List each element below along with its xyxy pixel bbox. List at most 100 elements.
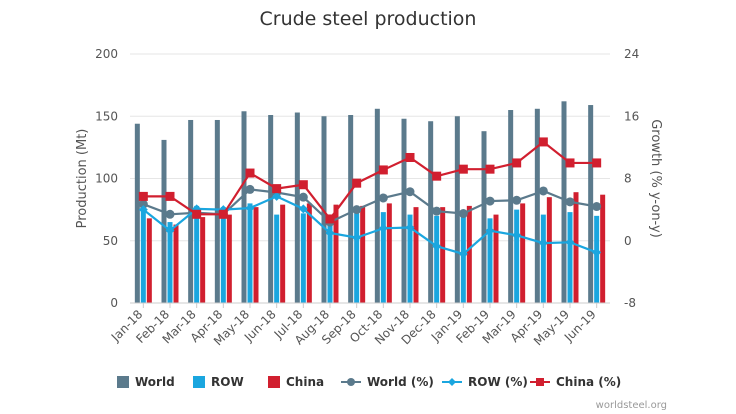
- line-row: [142, 195, 598, 256]
- point-china-15: [538, 137, 548, 147]
- bar-world-9: [374, 108, 380, 303]
- bar-row-11: [434, 215, 440, 303]
- line-china: [143, 140, 597, 221]
- bar-china-4: [253, 207, 259, 303]
- bar-world-5: [268, 115, 274, 303]
- point-row-11: [432, 241, 442, 251]
- bar-china-13: [493, 214, 499, 303]
- bar-china-12: [466, 205, 472, 303]
- bar-china-15: [546, 197, 552, 303]
- y2-tick-label: 0: [624, 234, 632, 248]
- point-china-10: [405, 152, 415, 162]
- bar-row-0: [140, 208, 146, 303]
- bar-row-3: [220, 207, 226, 303]
- point-row-10: [405, 223, 415, 233]
- point-world-4: [245, 184, 255, 194]
- legend-label: World: [135, 375, 175, 389]
- legend-marker: [536, 378, 544, 386]
- bar-world-12: [454, 116, 460, 303]
- legend-item-row: ROW: [193, 375, 244, 389]
- bar-china-8: [360, 205, 366, 303]
- bar-china-2: [200, 217, 206, 303]
- credit-text: worldsteel.org: [596, 400, 667, 411]
- point-world-11: [432, 206, 442, 216]
- bar-row-10: [407, 214, 413, 303]
- point-row-17: [592, 247, 602, 257]
- point-row-16: [565, 237, 575, 247]
- point-china-5: [272, 184, 282, 194]
- y2-tick-label: -8: [624, 296, 636, 310]
- bar-row-2: [194, 205, 200, 303]
- bar-china-0: [146, 218, 152, 303]
- y-tick-label: 200: [95, 47, 118, 61]
- point-china-17: [592, 158, 602, 168]
- point-china-9: [378, 165, 388, 175]
- bar-china-17: [600, 194, 606, 303]
- bar-world-8: [348, 115, 354, 303]
- bar-world-11: [428, 121, 434, 303]
- bar-china-16: [573, 192, 579, 303]
- bar-china-1: [173, 224, 179, 303]
- point-world-16: [565, 197, 575, 207]
- point-china-0: [138, 191, 148, 201]
- bar-world-0: [134, 123, 140, 303]
- point-world-10: [405, 187, 415, 197]
- bar-world-10: [401, 118, 407, 304]
- legend-marker: [347, 378, 355, 386]
- point-world-12: [458, 209, 468, 219]
- bar-china-14: [520, 203, 526, 303]
- legend-swatch: [193, 376, 205, 388]
- legend-item-china: China (%): [530, 375, 621, 389]
- point-world-8: [352, 205, 362, 215]
- legend-label: World (%): [367, 375, 434, 389]
- bar-row-15: [540, 214, 546, 303]
- point-world-15: [538, 186, 548, 196]
- point-china-8: [352, 178, 362, 188]
- point-china-16: [565, 158, 575, 168]
- point-row-9: [378, 223, 388, 233]
- bar-china-7: [333, 204, 339, 303]
- bar-row-14: [514, 209, 520, 303]
- point-row-0: [138, 205, 148, 215]
- bar-china-9: [386, 203, 392, 303]
- point-world-1: [165, 209, 175, 219]
- bar-world-17: [588, 105, 594, 303]
- point-world-6: [298, 192, 308, 202]
- bar-world-14: [508, 110, 514, 304]
- point-world-9: [378, 193, 388, 203]
- y2-tick-label: 24: [624, 47, 639, 61]
- bar-china-5: [280, 204, 286, 303]
- bar-row-7: [327, 214, 333, 303]
- bar-world-1: [161, 139, 167, 303]
- point-row-15: [538, 238, 548, 248]
- bar-row-4: [247, 203, 253, 303]
- bar-china-11: [440, 207, 446, 303]
- line-world: [142, 188, 597, 224]
- point-row-8: [352, 233, 362, 243]
- y2-tick-label: 8: [624, 172, 632, 186]
- legend-label: China: [286, 375, 324, 389]
- bar-row-13: [487, 218, 493, 303]
- bar-world-6: [294, 112, 300, 303]
- point-world-17: [592, 202, 602, 212]
- point-china-13: [485, 164, 495, 174]
- point-row-1: [165, 226, 175, 236]
- y-tick-label: 50: [103, 234, 118, 248]
- bar-world-4: [241, 111, 247, 304]
- point-china-12: [458, 164, 468, 174]
- bar-row-1: [167, 222, 173, 303]
- bar-row-6: [300, 213, 306, 303]
- chart-title: Crude steel production: [260, 8, 477, 30]
- point-row-4: [245, 203, 255, 213]
- y-tick-label: 100: [95, 172, 118, 186]
- point-world-14: [512, 195, 522, 205]
- point-china-1: [165, 191, 175, 201]
- point-row-12: [458, 249, 468, 259]
- bar-world-15: [534, 108, 540, 303]
- line-series: [138, 137, 602, 259]
- legend-swatch: [117, 376, 129, 388]
- y2-tick-label: 16: [624, 109, 639, 123]
- point-china-14: [512, 158, 522, 168]
- y2-axis-title: Growth (% y-on-y): [648, 119, 663, 238]
- bar-china-3: [226, 214, 232, 303]
